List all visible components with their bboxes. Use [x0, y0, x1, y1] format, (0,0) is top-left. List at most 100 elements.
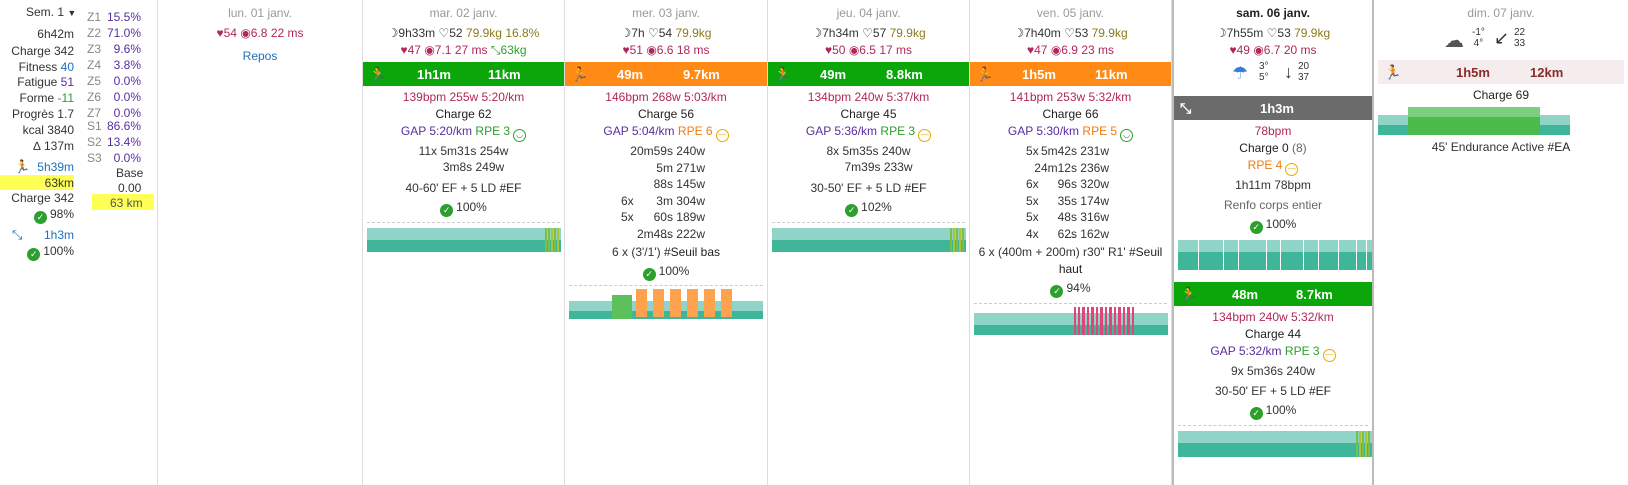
- step-count: 4x: [1026, 226, 1039, 241]
- strength-chart: [1178, 240, 1372, 270]
- elevation: ∆ 137m: [33, 139, 74, 153]
- base-km: 63 km: [110, 196, 143, 210]
- activity-bar[interactable]: 🏃 1h5m 11km: [970, 62, 1171, 86]
- planned-chart: [1378, 107, 1570, 135]
- workout-desc: 40-60' EF + 5 LD #EF: [405, 181, 522, 195]
- chevron-down-icon: ▼: [67, 8, 77, 18]
- week-label: Sem. 1: [26, 5, 65, 19]
- step: 3m 304w: [656, 193, 705, 208]
- day-sunday[interactable]: dim. 07 janv. ☁ -1° 4° ↙ 22 33 🏃 1h5m 12km C…: [1374, 0, 1628, 485]
- gap-rpe: GAP 5:30/km RPE 5 ◡: [970, 124, 1171, 142]
- compliance: ✓ 100%: [1174, 403, 1372, 420]
- wind-arrow-icon: ↓: [1284, 62, 1293, 82]
- neutral-face-icon: —: [1322, 349, 1336, 362]
- gap-rpe: GAP 5:20/km RPE 3 ◡: [363, 124, 564, 142]
- step-count: 5x: [1026, 144, 1039, 158]
- check-icon: ✓: [27, 248, 41, 261]
- day-monday[interactable]: lun. 01 janv. ♥54 ◉6.8 22 ms Repos: [158, 0, 363, 485]
- run-icon: 🏃: [1384, 64, 1402, 80]
- date-header: jeu. 04 janv.: [836, 6, 901, 20]
- smile-icon: ◡: [513, 129, 527, 142]
- wellness-line: ♥54 ◉6.8 22 ms: [216, 26, 304, 40]
- activity-bar[interactable]: 🏃 49m 8.8km: [768, 62, 969, 86]
- temperature: -1° 4°: [1472, 27, 1485, 49]
- smile-icon: ◡: [1120, 129, 1134, 142]
- compliance: ✓ 100%: [363, 200, 564, 217]
- strength-bpm: 78bpm: [1254, 124, 1292, 138]
- zone-label: Z1: [87, 10, 102, 24]
- activity-metrics: 134bpm 240w 5:37/km: [807, 90, 930, 104]
- strength-rpe: RPE 4—: [1174, 158, 1372, 176]
- workout-desc: 30-50' EF + 5 LD #EF: [1214, 384, 1332, 398]
- date-header: mar. 02 janv.: [429, 6, 498, 20]
- day-tuesday[interactable]: mar. 02 janv. ☽9h33m ♡52 79.9kg 16.8% ♥4…: [363, 0, 565, 485]
- planned-desc: 45' Endurance Active #EA: [1431, 140, 1571, 154]
- strength-bar[interactable]: ⤡ 1h3m: [1174, 96, 1372, 120]
- workout-chart: [367, 228, 561, 252]
- step: 2m48s 222w: [636, 226, 705, 241]
- step-count: 5x: [1026, 193, 1039, 208]
- zone-value: 0.0%: [113, 90, 141, 104]
- planned-bar[interactable]: 🏃 1h5m 12km: [1378, 60, 1624, 84]
- forme: Forme -11: [19, 91, 74, 105]
- base-value: 0.00: [118, 181, 142, 195]
- wind: 20 37: [1298, 61, 1310, 83]
- check-icon: ✓: [1249, 221, 1263, 234]
- szone-label: S1: [87, 119, 102, 133]
- wellness-line-1: ☽9h33m ♡52 79.9kg 16.8%: [387, 26, 540, 40]
- activity-bar[interactable]: 🏃 48m 8.7km: [1174, 282, 1372, 306]
- wellness-line-1: ☽7h55m ♡53 79.9kg: [1215, 26, 1331, 40]
- run-icon: 🏃: [14, 159, 31, 174]
- day-thursday[interactable]: jeu. 04 janv. ☽7h34m ♡57 79.9kg ♥50 ◉6.5…: [768, 0, 970, 485]
- szone-value: 13.4%: [106, 135, 141, 149]
- day-friday[interactable]: ven. 05 janv. ☽7h40m ♡53 79.9kg ♥47 ◉6.9…: [970, 0, 1172, 485]
- neutral-face-icon: —: [715, 129, 729, 142]
- run-compliance: ✓ 98%: [4, 207, 74, 224]
- strength-charge: Charge 0 (8): [1239, 141, 1307, 155]
- step: 62s 162w: [1057, 226, 1109, 241]
- run-charge: Charge 342: [11, 191, 74, 205]
- activity-bar[interactable]: 🏃 49m 9.7km: [565, 62, 767, 86]
- gap-rpe: GAP 5:36/km RPE 3—: [768, 124, 969, 142]
- step: 88s 145w: [653, 177, 705, 191]
- step: 35s 174w: [1057, 193, 1109, 208]
- strength-compliance: ✓ 100%: [1174, 217, 1372, 234]
- step-count: 6x: [621, 193, 634, 208]
- strength-compliance: ✓ 100%: [4, 244, 74, 261]
- step: 5m 271w: [656, 160, 705, 175]
- check-icon: ✓: [845, 204, 859, 217]
- zone-value: 0.0%: [113, 74, 141, 88]
- zone-label: Z4: [87, 58, 102, 72]
- run-icon: 🏃: [571, 66, 589, 82]
- szone-label: S2: [87, 135, 102, 149]
- week-time: 6h42m: [37, 27, 74, 41]
- activity-metrics: 146bpm 268w 5:03/km: [605, 90, 727, 104]
- wellness-line-2: ♥50 ◉6.5 17 ms: [824, 43, 913, 57]
- workout-chart: [772, 228, 966, 252]
- compliance: ✓ 94%: [970, 281, 1171, 298]
- step: 7m39s 233w: [844, 160, 913, 174]
- neutral-face-icon: —: [918, 129, 932, 142]
- activity-charge: Charge 44: [1244, 327, 1302, 341]
- gap-rpe: GAP 5:04/km RPE 6—: [565, 124, 767, 142]
- zone-label: Z6: [87, 90, 102, 104]
- workout-desc: 30-50' EF + 5 LD #EF: [810, 181, 927, 195]
- week-summary: Sem. 1 ▼ 6h42m Charge 342 Fitness 40 Fat…: [0, 0, 158, 485]
- more-steps: ...: [1065, 227, 1076, 241]
- wellness-line-2: ♥47 ◉7.1 27 ms ⤡63kg: [400, 43, 527, 57]
- wind: 22 33: [1514, 27, 1526, 49]
- day-wednesday[interactable]: mer. 03 janv. ☽7h ♡54 79.9kg ♥51 ◉6.6 18…: [565, 0, 768, 485]
- rest-label[interactable]: Repos: [242, 49, 278, 63]
- compliance: ✓ 102%: [768, 200, 969, 217]
- step: 9x 5m36s 240w: [1230, 364, 1316, 378]
- wellness-line-1: ☽7h34m ♡57 79.9kg: [811, 26, 926, 40]
- weather-rain-icon: ☂: [1232, 63, 1249, 83]
- day-saturday[interactable]: sam. 06 janv. ☽7h55m ♡53 79.9kg ♥49 ◉6.7…: [1172, 0, 1374, 485]
- date-header: ven. 05 janv.: [1036, 6, 1105, 20]
- week-selector[interactable]: Sem. 1 ▼: [26, 5, 76, 19]
- activity-bar[interactable]: 🏃 1h1m 11km: [363, 62, 564, 86]
- kcal: kcal 3840: [22, 123, 74, 137]
- zone-value: 15.5%: [106, 10, 141, 24]
- run-icon: 🏃: [774, 66, 792, 82]
- step: 8x 5m35s 240w: [826, 144, 911, 158]
